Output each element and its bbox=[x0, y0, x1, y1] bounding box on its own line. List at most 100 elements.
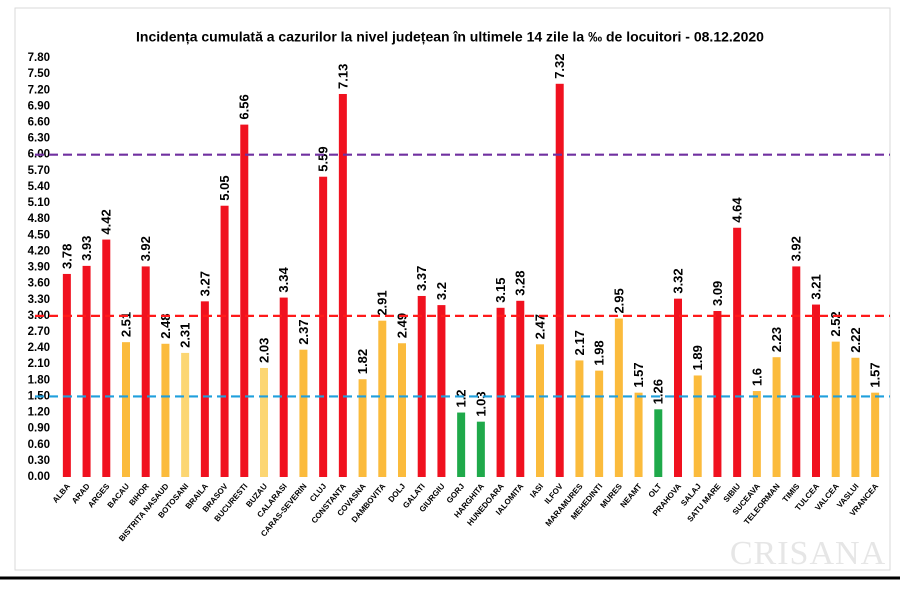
value-label: 1.2 bbox=[454, 389, 469, 407]
y-tick-label: 3.90 bbox=[28, 262, 50, 274]
value-label: 1.89 bbox=[690, 345, 705, 370]
y-tick-label: 5.40 bbox=[28, 181, 50, 193]
value-label: 2.23 bbox=[769, 327, 784, 352]
value-label: 3.92 bbox=[138, 236, 153, 261]
value-label: 2.95 bbox=[611, 288, 626, 313]
bar bbox=[536, 344, 544, 477]
value-label: 2.31 bbox=[178, 323, 193, 348]
bar bbox=[200, 301, 209, 477]
y-tick-label: 6.60 bbox=[28, 116, 50, 128]
value-label: 3.15 bbox=[493, 277, 508, 302]
y-tick-label: 5.10 bbox=[28, 197, 50, 209]
bar bbox=[851, 357, 860, 477]
y-tick-label: 3.60 bbox=[28, 278, 50, 290]
value-label: 2.22 bbox=[848, 327, 863, 352]
bar bbox=[634, 392, 643, 477]
x-tick-label: OLT bbox=[647, 482, 664, 500]
value-label: 3.27 bbox=[197, 271, 212, 296]
bar bbox=[398, 343, 406, 477]
y-tick-label: 4.50 bbox=[28, 229, 50, 241]
bar bbox=[812, 304, 820, 477]
value-label: 3.09 bbox=[710, 281, 725, 306]
value-label: 3.34 bbox=[276, 267, 291, 293]
value-label: 2.49 bbox=[394, 313, 409, 338]
y-tick-label: 6.90 bbox=[28, 100, 50, 112]
bar bbox=[122, 342, 130, 477]
y-tick-label: 1.20 bbox=[28, 407, 50, 419]
value-label: 6.56 bbox=[237, 94, 252, 119]
value-label: 2.37 bbox=[296, 319, 311, 344]
value-label: 7.32 bbox=[552, 53, 567, 78]
bar bbox=[181, 352, 190, 477]
bar bbox=[752, 391, 761, 477]
y-tick-label: 0.30 bbox=[28, 455, 50, 467]
bar bbox=[476, 421, 485, 477]
value-label: 2.51 bbox=[118, 312, 133, 337]
value-label: 1.57 bbox=[868, 362, 883, 387]
value-label: 2.91 bbox=[375, 290, 390, 315]
bar bbox=[82, 265, 91, 477]
chart-frame bbox=[14, 7, 891, 571]
bar bbox=[338, 93, 347, 477]
bar bbox=[102, 239, 111, 477]
value-label: 7.13 bbox=[335, 64, 350, 89]
y-tick-label: 0.90 bbox=[28, 423, 50, 435]
value-label: 2.47 bbox=[532, 314, 547, 339]
value-label: 2.52 bbox=[828, 311, 843, 336]
y-tick-label: 7.20 bbox=[28, 84, 50, 96]
y-tick-label: 7.80 bbox=[28, 52, 50, 64]
bar bbox=[871, 392, 880, 477]
value-label: 1.98 bbox=[592, 340, 607, 365]
y-tick-label: 6.30 bbox=[28, 133, 50, 145]
bar bbox=[141, 266, 150, 477]
bar bbox=[62, 273, 71, 477]
value-label: 5.59 bbox=[316, 146, 331, 171]
value-label: 3.28 bbox=[513, 270, 528, 295]
y-tick-label: 2.70 bbox=[28, 326, 50, 338]
value-label: 2.03 bbox=[256, 338, 271, 363]
bar bbox=[733, 227, 742, 477]
bar bbox=[496, 307, 505, 477]
bar bbox=[457, 412, 466, 477]
bar bbox=[299, 349, 308, 477]
bar bbox=[792, 266, 801, 477]
value-label: 3.32 bbox=[670, 268, 685, 293]
bar bbox=[417, 295, 426, 477]
bar bbox=[674, 298, 682, 477]
bar bbox=[831, 341, 840, 477]
y-tick-label: 0.00 bbox=[28, 471, 50, 483]
y-tick-label: 7.50 bbox=[28, 68, 50, 80]
value-label: 3.92 bbox=[789, 236, 804, 261]
bar bbox=[279, 297, 288, 477]
bar bbox=[220, 205, 229, 477]
y-tick-label: 3.30 bbox=[28, 294, 50, 306]
bar bbox=[319, 176, 328, 477]
value-label: 3.21 bbox=[808, 274, 823, 299]
y-tick-label: 0.60 bbox=[28, 439, 50, 451]
bar bbox=[437, 305, 446, 477]
bar bbox=[713, 311, 722, 477]
bar bbox=[260, 367, 268, 477]
bar bbox=[358, 379, 367, 477]
x-tick-label: BACAU bbox=[106, 482, 132, 510]
value-label: 3.93 bbox=[79, 236, 94, 261]
y-tick-label: 5.70 bbox=[28, 165, 50, 177]
chart-title: Incidența cumulată a cazurilor la nivel … bbox=[136, 29, 764, 45]
y-tick-label: 4.80 bbox=[28, 213, 50, 225]
value-label: 3.78 bbox=[59, 244, 74, 269]
x-tick-label: ALBA bbox=[51, 482, 72, 505]
bar bbox=[595, 370, 604, 477]
y-tick-label: 1.80 bbox=[28, 374, 50, 386]
value-label: 1.57 bbox=[631, 362, 646, 387]
bar bbox=[575, 360, 584, 477]
bar bbox=[555, 83, 564, 478]
x-tick-label: NEAMT bbox=[619, 482, 644, 510]
y-tick-label: 2.10 bbox=[28, 358, 50, 370]
value-label: 2.48 bbox=[158, 313, 173, 338]
value-label: 1.82 bbox=[355, 349, 370, 374]
value-label: 1.03 bbox=[473, 391, 488, 416]
bar bbox=[772, 357, 781, 477]
bar bbox=[614, 318, 623, 477]
bar bbox=[161, 343, 170, 477]
